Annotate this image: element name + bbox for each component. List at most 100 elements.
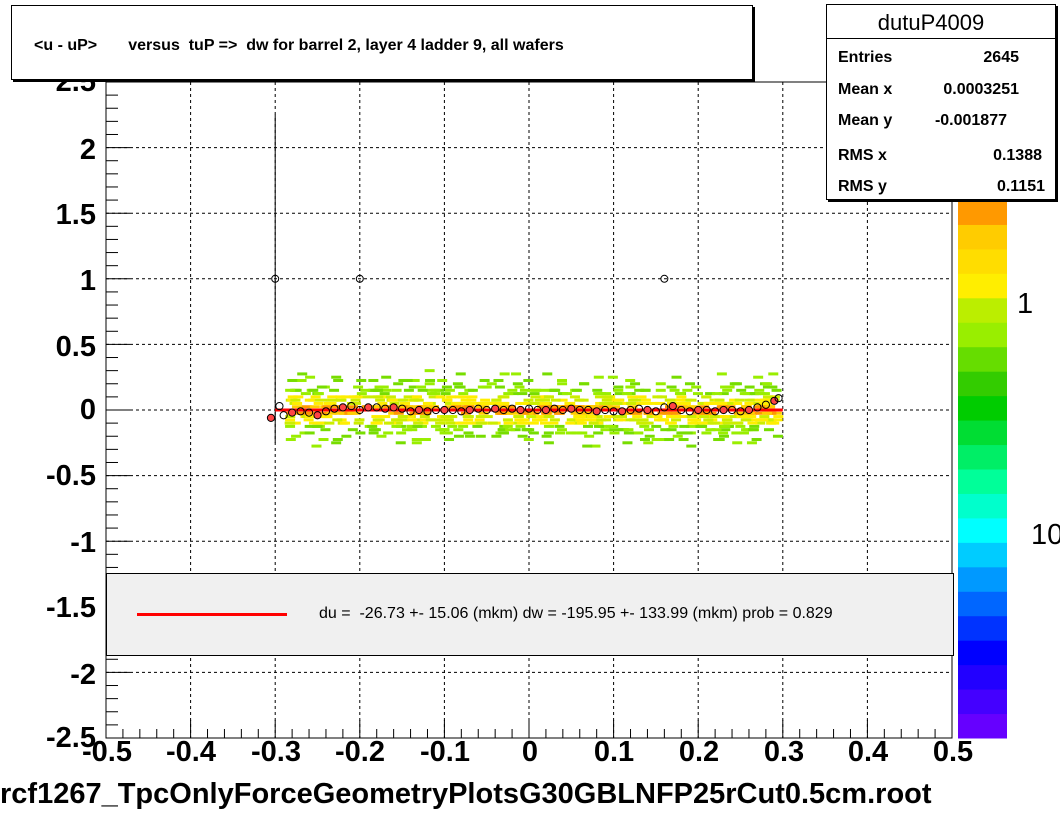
stat-row: Entries 2645	[827, 49, 1055, 79]
heatmap-cell	[744, 398, 755, 402]
heatmap-cell	[331, 375, 342, 379]
heatmap-cell	[528, 431, 539, 435]
heatmap-cell	[512, 382, 523, 386]
profile-point	[516, 405, 525, 415]
heatmap-cell	[548, 405, 559, 409]
outlier-point	[271, 274, 280, 283]
heatmap-cell	[748, 428, 759, 432]
heatmap-cell	[628, 398, 639, 402]
heatmap-cell	[460, 411, 471, 415]
heatmap-cell	[575, 415, 586, 419]
heatmap-cell	[348, 405, 359, 409]
profile-point	[668, 401, 677, 411]
colorbar-segment	[958, 664, 1007, 690]
heatmap-cell	[749, 424, 760, 428]
heatmap-cell	[373, 395, 384, 399]
heatmap-cell	[304, 431, 315, 435]
heatmap-cell	[285, 415, 296, 419]
stat-row: Mean y -0.001877	[827, 112, 1055, 142]
legend-fit-line-swatch	[137, 613, 287, 616]
colorbar-segment	[958, 297, 1007, 323]
profile-point	[711, 407, 720, 416]
y-tick-label: 0.5	[55, 331, 96, 363]
heatmap-cell	[602, 395, 613, 399]
heatmap-cell	[508, 392, 519, 396]
heatmap-cell	[613, 398, 624, 402]
heatmap-cell	[753, 405, 764, 409]
heatmap-cell	[403, 388, 414, 392]
heatmap-cell	[734, 398, 745, 402]
stat-row: Mean x 0.0003251	[827, 81, 1055, 111]
profile-point	[685, 407, 694, 416]
heatmap-cell	[322, 405, 333, 409]
heatmap-cell	[603, 415, 614, 419]
heatmap-cell	[393, 382, 404, 386]
heatmap-cell	[741, 428, 752, 432]
heatmap-cell	[516, 421, 527, 425]
heatmap-cell	[630, 411, 641, 415]
profile-point	[372, 403, 381, 412]
heatmap-cell	[463, 431, 474, 435]
profile-point	[651, 407, 661, 416]
heatmap-cell	[385, 395, 396, 399]
heatmap-cell	[539, 401, 550, 405]
heatmap-cell	[594, 424, 605, 428]
heatmap-cell	[465, 421, 476, 425]
heatmap-cell	[751, 438, 762, 442]
heatmap-cell	[676, 395, 687, 399]
x-tick-label: 0.5	[932, 736, 974, 768]
profile-point	[584, 405, 593, 415]
heatmap-cell	[510, 421, 521, 425]
heatmap-cell	[601, 392, 612, 396]
heatmap-cell	[406, 424, 417, 428]
heatmap-cell	[444, 388, 455, 392]
heatmap-cell	[655, 401, 666, 405]
heatmap-cell	[478, 411, 489, 415]
profile-point	[761, 400, 770, 409]
heatmap-cell	[711, 428, 722, 432]
heatmap-cell	[666, 428, 677, 432]
heatmap-cell	[632, 415, 643, 419]
heatmap-cell	[455, 385, 466, 389]
heatmap-cell	[746, 441, 757, 445]
heatmap-cell	[300, 392, 311, 396]
heatmap-cell	[322, 415, 333, 419]
profile-point	[567, 404, 576, 413]
heatmap-cell	[636, 421, 647, 425]
profile-point	[499, 405, 508, 415]
heatmap-cell	[682, 431, 693, 435]
heatmap-cell	[755, 411, 766, 415]
heatmap-cell	[692, 392, 703, 396]
heatmap-cell	[544, 395, 555, 399]
heatmap-cell	[630, 382, 641, 386]
heatmap-cell	[451, 401, 462, 405]
heatmap-cell	[557, 398, 568, 402]
heatmap-cell	[395, 398, 406, 402]
heatmap-cell	[316, 385, 327, 389]
heatmap-cell	[623, 428, 634, 432]
heatmap-cell	[291, 434, 302, 438]
heatmap-cell	[505, 405, 516, 409]
heatmap-cell	[588, 421, 599, 425]
heatmap-cell	[680, 401, 691, 405]
heatmap-cell	[372, 421, 383, 425]
heatmap-cell	[327, 398, 338, 402]
heatmap-cell	[538, 395, 549, 399]
profile-point	[643, 405, 652, 415]
heatmap-cell	[615, 418, 626, 422]
heatmap-cell	[421, 405, 432, 409]
stat-key: RMS y	[838, 178, 887, 195]
profile-point	[338, 403, 347, 412]
heatmap-cell	[701, 431, 712, 435]
stat-value: 2645	[983, 49, 1019, 66]
heatmap-cell	[380, 415, 391, 419]
heatmap-cell	[371, 415, 382, 419]
heatmap-cell	[659, 438, 670, 442]
heatmap-cell	[493, 378, 504, 382]
heatmap-cell	[350, 398, 361, 402]
x-tick-label: 0.3	[763, 736, 805, 768]
legend-fit-text: du = -26.73 +- 15.06 (mkm) dw = -195.95 …	[319, 605, 833, 622]
heatmap-cell	[353, 385, 364, 389]
heatmap-cell	[747, 421, 758, 425]
heatmap-cell	[299, 431, 310, 435]
